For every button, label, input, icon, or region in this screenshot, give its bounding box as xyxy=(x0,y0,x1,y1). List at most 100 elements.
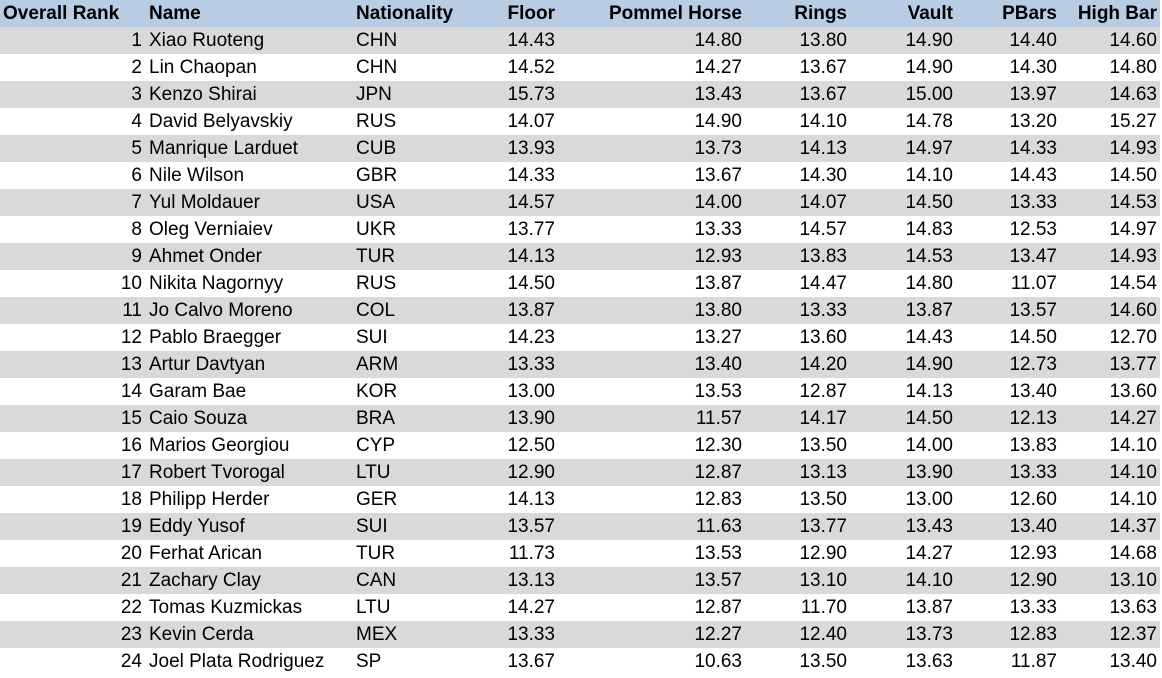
table-row: 3 Kenzo Shirai JPN 15.73 13.43 13.67 15.00 13.9… xyxy=(0,81,1160,108)
cell-vault: 14.90 xyxy=(905,354,953,375)
cell-pbars: 14.33 xyxy=(1009,138,1057,159)
header-row: Overall Rank Name Nationality Floor Pomm… xyxy=(0,0,1160,27)
cell-overall-rank: 3 xyxy=(131,84,142,105)
table-body: 1 Xiao Ruoteng CHN 14.43 14.80 13.80 14.90 14.4… xyxy=(0,27,1160,675)
cell-floor: 12.50 xyxy=(507,435,555,456)
cell-overall-rank: 16 xyxy=(120,435,142,456)
cell-overall-rank: 14 xyxy=(120,381,142,402)
header-high-bar: High Bar xyxy=(1077,3,1157,24)
cell-name: Joel Plata Rodriguez xyxy=(149,651,325,672)
cell-overall-rank: 19 xyxy=(120,516,142,537)
cell-pbars: 13.33 xyxy=(1009,192,1057,213)
cell-name: Nile Wilson xyxy=(149,165,245,186)
cell-pommel-horse: 13.67 xyxy=(694,165,742,186)
cell-pommel-horse: 14.00 xyxy=(694,192,742,213)
cell-pbars: 14.30 xyxy=(1009,57,1057,78)
cell-name: Eddy Yusof xyxy=(149,516,245,537)
cell-floor: 14.57 xyxy=(507,192,555,213)
cell-pbars: 14.40 xyxy=(1009,30,1057,51)
cell-high-bar: 14.37 xyxy=(1109,516,1157,537)
cell-nationality: KOR xyxy=(356,381,398,402)
header-name: Name xyxy=(149,3,201,24)
cell-nationality: BRA xyxy=(356,408,396,429)
cell-high-bar: 14.27 xyxy=(1109,408,1157,429)
cell-pommel-horse: 13.80 xyxy=(694,300,742,321)
cell-pommel-horse: 12.93 xyxy=(694,246,742,267)
cell-vault: 13.00 xyxy=(905,489,953,510)
cell-nationality: CHN xyxy=(356,30,398,51)
table-row: 18 Philipp Herder GER 14.13 12.83 13.50 13.00 1… xyxy=(0,486,1160,513)
cell-nationality: SUI xyxy=(356,516,388,537)
cell-pbars: 12.90 xyxy=(1009,570,1057,591)
cell-rings: 12.87 xyxy=(799,381,847,402)
cell-vault: 14.10 xyxy=(905,570,953,591)
cell-name: Pablo Braegger xyxy=(149,327,282,348)
cell-name: Nikita Nagornyy xyxy=(149,273,284,294)
cell-high-bar: 14.54 xyxy=(1109,273,1157,294)
cell-pommel-horse: 14.27 xyxy=(694,57,742,78)
cell-name: Marios Georgiou xyxy=(149,435,290,456)
header-nationality: Nationality xyxy=(356,3,454,24)
cell-high-bar: 13.40 xyxy=(1109,651,1157,672)
cell-overall-rank: 7 xyxy=(131,192,142,213)
cell-floor: 14.27 xyxy=(507,597,555,618)
cell-nationality: RUS xyxy=(356,273,397,294)
cell-high-bar: 13.60 xyxy=(1109,381,1157,402)
cell-high-bar: 14.97 xyxy=(1109,219,1157,240)
cell-floor: 13.93 xyxy=(507,138,555,159)
cell-overall-rank: 1 xyxy=(131,30,142,51)
cell-vault: 14.43 xyxy=(905,327,953,348)
cell-pbars: 11.07 xyxy=(1010,273,1057,294)
cell-rings: 13.13 xyxy=(799,462,847,483)
table-row: 8 Oleg Verniaiev UKR 13.77 13.33 14.57 14.83 12… xyxy=(0,216,1160,243)
cell-overall-rank: 20 xyxy=(120,543,142,564)
cell-rings: 13.80 xyxy=(799,30,847,51)
cell-nationality: CUB xyxy=(356,138,397,159)
cell-name: Ahmet Onder xyxy=(149,246,262,267)
table-row: 11 Jo Calvo Moreno COL 13.87 13.80 13.33 13.87… xyxy=(0,297,1160,324)
table-row: 4 David Belyavskiy RUS 14.07 14.90 14.10 14.78… xyxy=(0,108,1160,135)
cell-pbars: 14.43 xyxy=(1009,165,1057,186)
table-row: 12 Pablo Braegger SUI 14.23 13.27 13.60 14.43 1… xyxy=(0,324,1160,351)
cell-pbars: 12.60 xyxy=(1009,489,1057,510)
cell-pbars: 13.33 xyxy=(1009,462,1057,483)
cell-nationality: RUS xyxy=(356,111,397,132)
table-row: 21 Zachary Clay CAN 13.13 13.57 13.10 14.10 12.… xyxy=(0,567,1160,594)
cell-rings: 11.70 xyxy=(800,597,847,618)
cell-overall-rank: 17 xyxy=(120,462,142,483)
cell-rings: 13.67 xyxy=(799,84,847,105)
cell-nationality: JPN xyxy=(356,84,392,105)
table-row: 24 Joel Plata Rodriguez SP 13.67 10.63 13.50 1… xyxy=(0,648,1160,675)
cell-floor: 13.87 xyxy=(507,300,555,321)
cell-rings: 14.17 xyxy=(799,408,847,429)
cell-floor: 14.07 xyxy=(507,111,555,132)
cell-pommel-horse: 12.27 xyxy=(694,624,742,645)
table-row: 20 Ferhat Arican TUR 11.73 13.53 12.90 14.27 12… xyxy=(0,540,1160,567)
cell-pommel-horse: 11.63 xyxy=(695,516,742,537)
cell-nationality: LTU xyxy=(356,462,391,483)
cell-pbars: 13.47 xyxy=(1009,246,1057,267)
cell-overall-rank: 18 xyxy=(120,489,142,510)
cell-vault: 14.50 xyxy=(905,408,953,429)
cell-nationality: CAN xyxy=(356,570,397,591)
cell-pbars: 12.93 xyxy=(1009,543,1057,564)
cell-vault: 14.90 xyxy=(905,30,953,51)
cell-nationality: UKR xyxy=(356,219,397,240)
cell-name: Oleg Verniaiev xyxy=(149,219,273,240)
cell-high-bar: 14.10 xyxy=(1109,435,1157,456)
cell-rings: 14.20 xyxy=(799,354,847,375)
cell-overall-rank: 15 xyxy=(120,408,142,429)
cell-nationality: CYP xyxy=(356,435,396,456)
cell-vault: 14.50 xyxy=(905,192,953,213)
cell-pommel-horse: 13.73 xyxy=(694,138,742,159)
cell-vault: 14.80 xyxy=(905,273,953,294)
cell-high-bar: 14.68 xyxy=(1109,543,1157,564)
cell-floor: 11.73 xyxy=(508,543,555,564)
cell-high-bar: 14.50 xyxy=(1109,165,1157,186)
table-row: 15 Caio Souza BRA 13.90 11.57 14.17 14.50 12.13… xyxy=(0,405,1160,432)
cell-pommel-horse: 12.83 xyxy=(694,489,742,510)
cell-high-bar: 13.77 xyxy=(1109,354,1157,375)
cell-rings: 12.40 xyxy=(799,624,847,645)
cell-vault: 13.90 xyxy=(905,462,953,483)
cell-name: Ferhat Arican xyxy=(149,543,262,564)
